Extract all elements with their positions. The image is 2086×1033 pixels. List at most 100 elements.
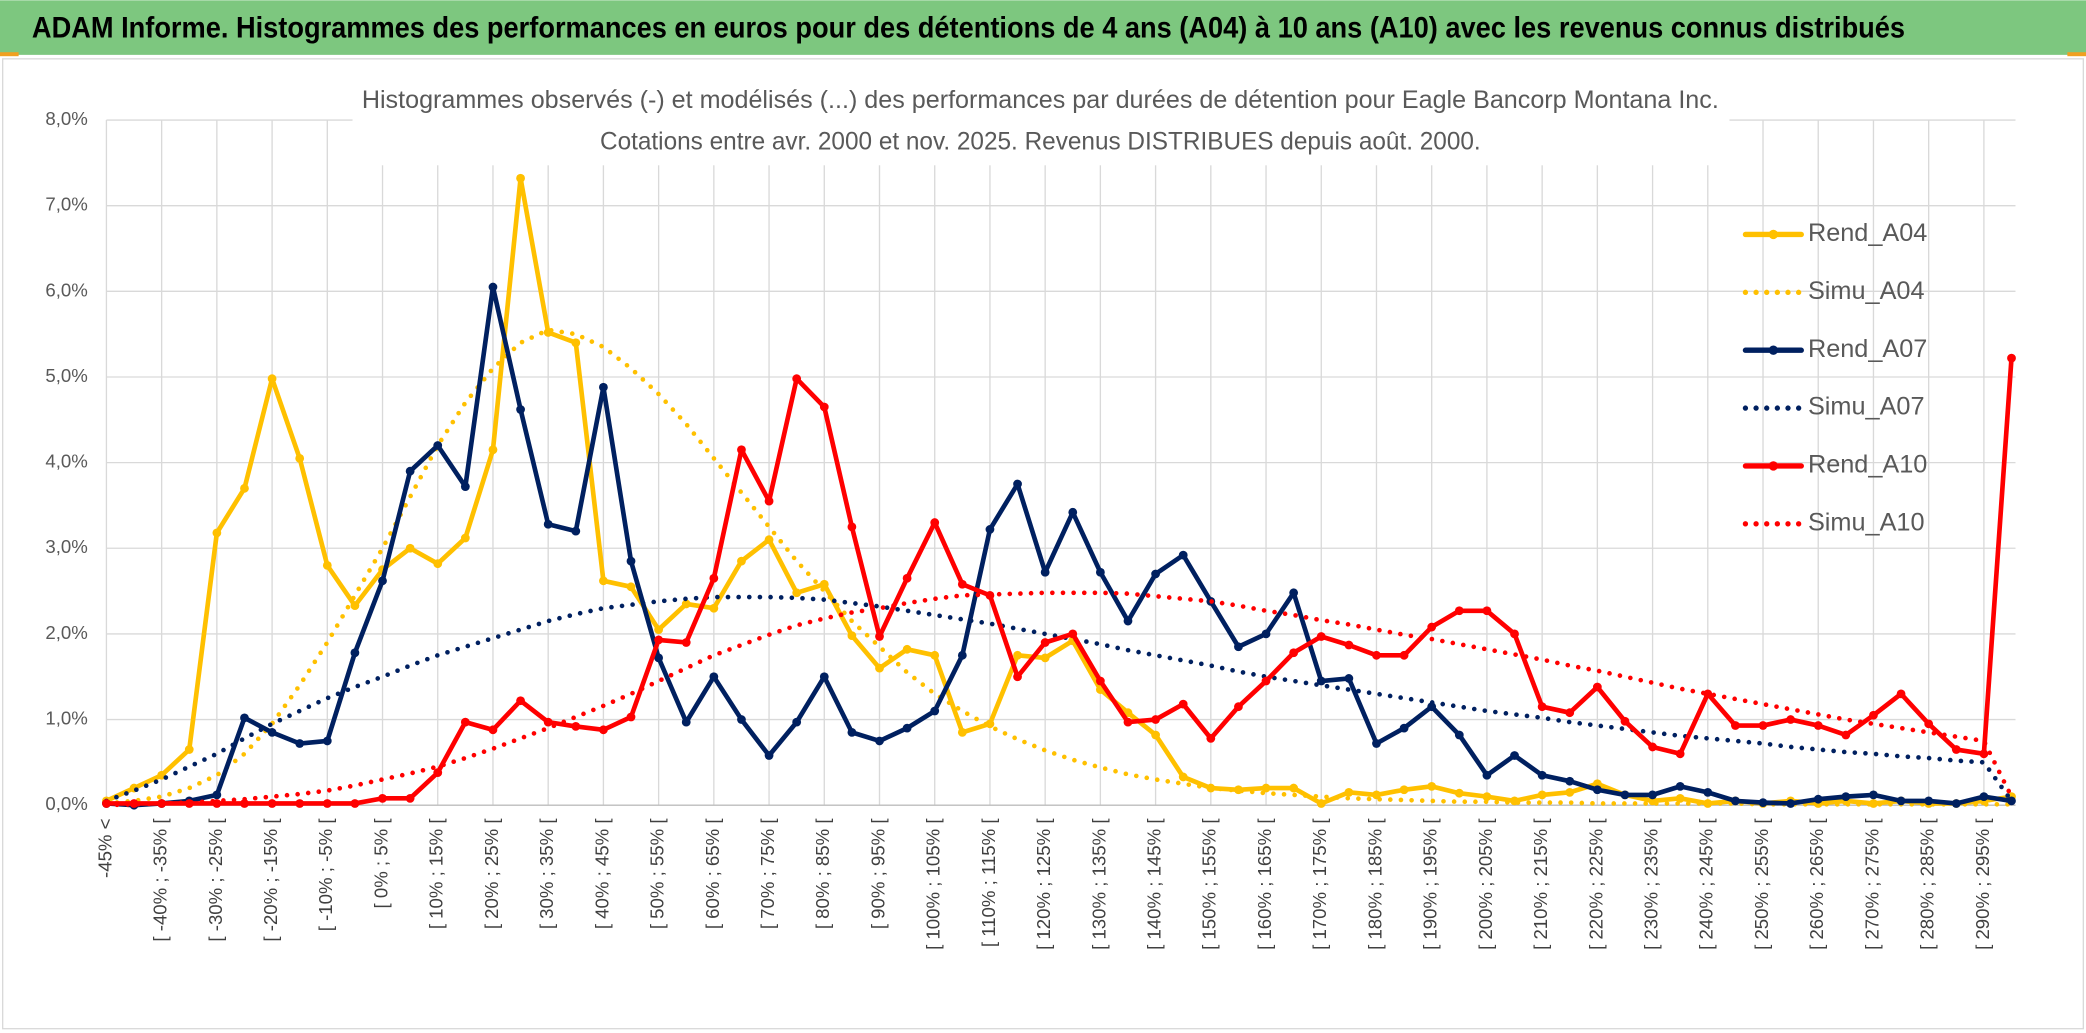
- data-point: [488, 282, 498, 292]
- data-point: [1427, 781, 1437, 791]
- data-point: [1040, 567, 1050, 577]
- legend-label: Simu_A07: [1808, 393, 1925, 421]
- series-line: [104, 594, 2014, 804]
- data-point: [599, 382, 608, 392]
- data-point: [1261, 783, 1271, 793]
- data-point: [764, 496, 774, 506]
- data-point: [1454, 730, 1464, 740]
- legend-marker: [1768, 229, 1779, 240]
- data-point: [654, 653, 664, 663]
- y-tick-label: 2,0%: [45, 622, 87, 643]
- data-point: [1482, 770, 1492, 780]
- data-point: [1648, 742, 1657, 752]
- data-point: [654, 635, 664, 645]
- data-point: [240, 799, 249, 808]
- y-tick-label: 6,0%: [45, 279, 87, 300]
- data-point: [1758, 798, 1768, 808]
- data-point: [764, 751, 774, 760]
- data-point: [1316, 632, 1326, 641]
- data-point: [1151, 730, 1160, 740]
- x-tick-label: [ 290% ; 295% [: [1972, 818, 1993, 950]
- series-line: [104, 284, 2014, 808]
- chart-title: Histogrammes observés (-) et modélisés (…: [362, 86, 1719, 114]
- data-point: [819, 402, 829, 412]
- data-point: [516, 696, 525, 706]
- data-point: [902, 723, 912, 733]
- legend-marker: [1768, 461, 1779, 471]
- data-point: [1565, 787, 1575, 797]
- data-point: [709, 672, 719, 682]
- x-tick-label: [ 240% ; 245% [: [1696, 818, 1717, 950]
- data-point: [295, 453, 305, 463]
- data-point: [1178, 699, 1188, 709]
- data-point: [1758, 721, 1768, 730]
- data-point: [1399, 650, 1409, 660]
- legend-label: Simu_A04: [1808, 277, 1925, 305]
- data-point: [322, 736, 332, 746]
- data-point: [1095, 676, 1105, 686]
- data-point: [709, 603, 719, 613]
- data-point: [433, 768, 443, 778]
- data-point: [1454, 788, 1464, 798]
- data-point: [322, 799, 332, 808]
- header-bar: [0, 0, 2086, 55]
- legend-label: Rend_A04: [1808, 219, 1927, 247]
- data-point: [985, 525, 995, 534]
- header-corner: [0, 52, 19, 57]
- data-point: [1427, 702, 1437, 712]
- data-point: [460, 533, 470, 543]
- data-point: [267, 728, 277, 737]
- data-point: [847, 631, 857, 641]
- data-point: [1979, 749, 1989, 759]
- x-tick-label: -45% <: [94, 818, 115, 877]
- data-point: [654, 625, 664, 635]
- data-point: [1316, 799, 1326, 808]
- data-point: [1372, 739, 1381, 748]
- data-point: [792, 374, 802, 384]
- data-point: [405, 543, 415, 553]
- data-point: [433, 559, 443, 569]
- data-point: [1178, 772, 1188, 782]
- data-point: [1565, 776, 1575, 786]
- data-point: [819, 579, 829, 589]
- data-point: [1399, 723, 1409, 733]
- legend-label: Simu_A10: [1808, 508, 1925, 536]
- data-point: [1289, 783, 1299, 793]
- data-point: [1896, 796, 1906, 806]
- data-point: [1454, 606, 1464, 616]
- data-point: [930, 650, 940, 660]
- data-point: [1703, 787, 1713, 797]
- x-tick-label: [ 10% ; 15% [: [426, 818, 447, 930]
- data-point: [681, 599, 691, 609]
- data-point: [875, 632, 884, 641]
- x-tick-label: [ 120% ; 125% [: [1033, 818, 1054, 950]
- data-point: [516, 173, 525, 183]
- data-point: [1399, 785, 1409, 795]
- header-corner: [2067, 52, 2086, 57]
- data-point: [1979, 792, 1989, 802]
- data-point: [1510, 629, 1519, 639]
- data-point: [957, 728, 967, 737]
- series-line: [104, 355, 2014, 806]
- y-tick-label: 3,0%: [45, 536, 87, 557]
- data-point: [1123, 717, 1133, 727]
- data-point: [1372, 650, 1381, 660]
- data-point: [819, 672, 829, 682]
- data-point: [1869, 799, 1878, 808]
- data-point: [1537, 790, 1547, 800]
- y-tick-label: 0,0%: [45, 793, 87, 814]
- data-point: [1703, 689, 1713, 699]
- data-point: [571, 338, 581, 348]
- data-point: [571, 722, 581, 731]
- data-point: [1040, 653, 1050, 663]
- data-point: [433, 441, 443, 450]
- data-point: [350, 601, 360, 611]
- data-point: [957, 650, 967, 660]
- x-tick-label: [ 90% ; 95% [: [867, 818, 888, 930]
- data-point: [709, 573, 719, 583]
- data-point: [599, 576, 608, 586]
- data-point: [1151, 569, 1160, 579]
- data-point: [488, 445, 498, 455]
